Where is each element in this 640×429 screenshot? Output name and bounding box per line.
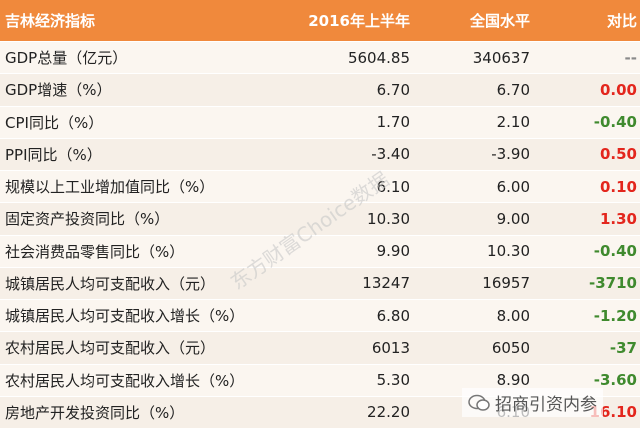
row-label: 城镇居民人均可支配收入增长（%）	[5, 307, 245, 326]
national-value: 6050	[491, 338, 530, 357]
compare-value: -3710	[589, 274, 637, 293]
national-value: 9.00	[496, 209, 530, 228]
table-row: 社会消费品零售同比（%） 9.90 10.30 -0.40	[0, 235, 640, 268]
national-value: 340637	[472, 48, 530, 67]
national-value: 16957	[482, 274, 530, 293]
table-row: 固定资产投资同比（%） 10.30 9.00 1.30	[0, 203, 640, 236]
compare-value: -3.60	[593, 371, 637, 390]
compare-value: -1.20	[593, 306, 637, 325]
row-label: PPI同比（%）	[5, 145, 102, 164]
row-label: GDP增速（%）	[5, 81, 112, 100]
h1-value: 6.10	[376, 177, 410, 196]
compare-value: 1.30	[599, 209, 637, 228]
compare-value: -37	[609, 338, 637, 357]
h1-value: 6.80	[376, 306, 410, 325]
h1-value: 22.20	[367, 403, 410, 422]
national-value: 6.70	[496, 80, 530, 99]
header-cell: 对比	[606, 12, 637, 30]
row-label: CPI同比（%）	[5, 113, 104, 132]
compare-value: -0.40	[593, 242, 637, 261]
table-row: 城镇居民人均可支配收入增长（%） 6.80 8.00 -1.20	[0, 300, 640, 333]
h1-value: 13247	[362, 274, 410, 293]
compare-value: --	[624, 48, 637, 67]
logo-icon	[468, 394, 490, 411]
h1-value: 1.70	[376, 113, 410, 132]
compare-value: -0.40	[593, 113, 637, 132]
row-label: 房地产开发投资同比（%）	[5, 403, 185, 422]
header-cell: 2016年上半年	[308, 12, 410, 30]
national-value: -3.90	[491, 145, 530, 164]
national-value: 2.10	[496, 113, 530, 132]
table-row: 农村居民人均可支配收入增长（%） 5.30 8.90 -3.60	[0, 364, 640, 397]
table-row: GDP增速（%） 6.70 6.70 0.00	[0, 74, 640, 107]
national-value: 6.00	[496, 177, 530, 196]
h1-value: 6013	[371, 338, 410, 357]
logo-text: 招商引资内参	[495, 395, 597, 415]
header-cell: 全国水平	[469, 12, 530, 30]
row-label: 规模以上工业增加值同比（%）	[5, 178, 215, 197]
table-row: 规模以上工业增加值同比（%） 6.10 6.00 0.10	[0, 171, 640, 204]
row-label: 社会消费品零售同比（%）	[5, 242, 185, 261]
h1-value: 5604.85	[347, 48, 410, 67]
h1-value: 10.30	[367, 209, 410, 228]
row-label: 城镇居民人均可支配收入（元）	[5, 274, 216, 293]
table-row: CPI同比（%） 1.70 2.10 -0.40	[0, 106, 640, 139]
table-row: GDP总量（亿元） 5604.85 340637 --	[0, 42, 640, 75]
table-row: 城镇居民人均可支配收入（元） 13247 16957 -3710	[0, 267, 640, 300]
table-row: 农村居民人均可支配收入（元） 6013 6050 -37	[0, 332, 640, 365]
h1-value: -3.40	[371, 145, 410, 164]
h1-value: 9.90	[376, 242, 410, 261]
header-cell: 吉林经济指标	[5, 12, 96, 30]
h1-value: 6.70	[376, 80, 410, 99]
national-value: 8.90	[496, 371, 530, 390]
row-label: GDP总量（亿元）	[5, 49, 128, 68]
logo: 招商引资内参	[462, 388, 603, 417]
row-label: 农村居民人均可支配收入（元）	[5, 339, 216, 358]
national-value: 10.30	[487, 242, 530, 261]
table-row: PPI同比（%） -3.40 -3.90 0.50	[0, 138, 640, 171]
compare-value: 0.50	[599, 145, 637, 164]
header-row: 吉林经济指标 2016年上半年 全国水平 对比	[0, 0, 640, 42]
row-label: 固定资产投资同比（%）	[5, 210, 170, 229]
national-value: 8.00	[496, 306, 530, 325]
row-label: 农村居民人均可支配收入增长（%）	[5, 371, 245, 390]
compare-value: 0.10	[599, 177, 637, 196]
h1-value: 5.30	[376, 371, 410, 390]
compare-value: 0.00	[599, 80, 637, 99]
